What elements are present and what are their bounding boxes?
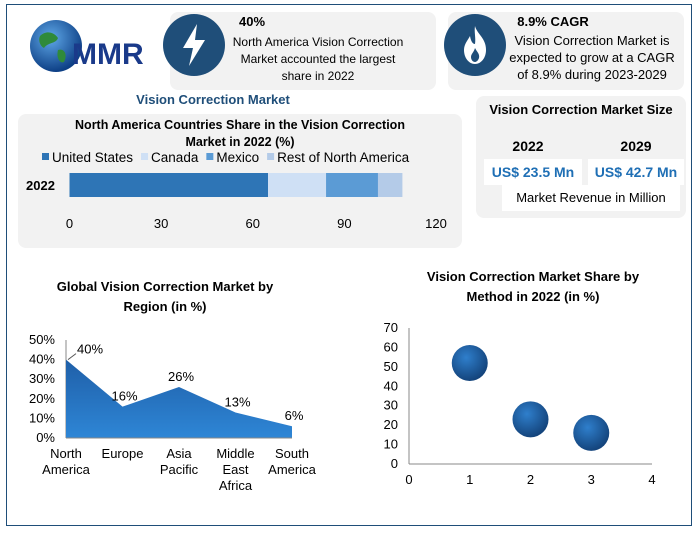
data-label-south-america: 6%: [285, 408, 304, 423]
legend-label-canada: Canada: [151, 150, 199, 165]
scatter-point-2: [512, 401, 549, 438]
size-year-2022: 2022: [512, 138, 544, 154]
stat1-text: North America Vision Correction Market a…: [232, 35, 404, 83]
x-category-label-south-america: South: [275, 446, 309, 461]
bar-segment-canada: [268, 173, 327, 197]
scatter-chart-title: Vision Correction Market Share by Method…: [426, 269, 640, 304]
x-category-label-asia-pacific: Pacific: [160, 462, 199, 477]
region-area-chart: 0%10%20%30%40%50%40%16%26%13%6%NorthAmer…: [29, 332, 317, 493]
bar-segment-rest-of-north-america: [377, 173, 403, 197]
data-label-asia-pacific: 26%: [168, 369, 194, 384]
y-tick-label-20: 20: [384, 417, 398, 432]
data-label-middle-east-africa: 13%: [224, 395, 250, 410]
bar-segment-united-states: [69, 173, 269, 197]
x-tick-label-90: 90: [337, 216, 351, 231]
bar-chart-title-line-1: North America Countries Share in the Vis…: [75, 118, 405, 132]
legend-label-rest-of-north-america: Rest of North America: [277, 150, 410, 165]
bar-segment-mexico: [326, 173, 378, 197]
y-tick-label: 30%: [29, 371, 55, 386]
legend-swatch-rest-of-north-america: [267, 153, 275, 160]
x-category-label-middle-east-africa: Africa: [219, 478, 253, 493]
lightning-icon: [183, 24, 205, 66]
x-tick-label-2: 2: [527, 472, 534, 487]
x-tick-label-3: 3: [588, 472, 595, 487]
y-tick-label: 50%: [29, 332, 55, 347]
market-title: Vision Correction Market: [136, 92, 290, 107]
stat1-value: 40%: [238, 14, 266, 29]
stat2-text: Vision Correction Market is expected to …: [509, 33, 675, 82]
y-tick-label-10: 10: [384, 437, 398, 452]
scatter-point-3: [573, 414, 610, 451]
x-category-label-south-america: America: [268, 462, 316, 477]
flame-icon: [464, 26, 486, 64]
x-tick-label-0: 0: [66, 216, 73, 231]
x-tick-label-4: 4: [648, 472, 655, 487]
size-title: Vision Correction Market Size: [489, 102, 673, 117]
x-category-label-asia-pacific: Asia: [166, 446, 192, 461]
y-tick-label-30: 30: [384, 398, 398, 413]
y-tick-label-60: 60: [384, 339, 398, 354]
bar-category-label: 2022: [26, 178, 55, 193]
x-tick-label-1: 1: [466, 472, 473, 487]
stat2-value: 8.9% CAGR: [517, 14, 589, 29]
legend-label-mexico: Mexico: [216, 150, 259, 165]
size-value-2029: US$ 42.7 Mn: [588, 159, 684, 185]
y-tick-label-70: 70: [384, 320, 398, 335]
y-tick-label: 20%: [29, 391, 55, 406]
lightning-circle: [163, 14, 225, 76]
y-tick-label-50: 50: [384, 359, 398, 374]
x-category-label-north-america: North: [50, 446, 82, 461]
area-chart-title: Global Vision Correction Market by Regio…: [56, 279, 274, 314]
y-tick-label: 40%: [29, 352, 55, 367]
x-tick-label-120: 120: [425, 216, 447, 231]
size-note: Market Revenue in Million: [502, 185, 680, 211]
data-label-europe: 16%: [111, 389, 137, 404]
stacked-bar-chart: North America Countries Share in the Vis…: [26, 118, 447, 231]
logo-text: MMR: [72, 38, 144, 71]
x-tick-label-60: 60: [246, 216, 260, 231]
legend-swatch-united-states: [42, 153, 49, 160]
infographic-frame: [6, 4, 692, 526]
legend-swatch-mexico: [206, 153, 214, 160]
y-tick-label: 10%: [29, 410, 55, 425]
legend-label-united-states: United States: [52, 150, 133, 165]
x-category-label-europe: Europe: [102, 446, 144, 461]
flame-circle: [444, 14, 506, 76]
globe-icon: [30, 20, 82, 72]
size-year-2029: 2029: [620, 138, 652, 154]
y-tick-label: 0%: [36, 430, 55, 445]
x-category-label-middle-east-africa: Middle: [216, 446, 254, 461]
y-tick-label-0: 0: [391, 456, 398, 471]
method-scatter-chart: 0 10 20 30 40 50 60 70 0 1 2 3 4: [384, 320, 656, 487]
x-category-label-north-america: America: [42, 462, 90, 477]
x-tick-label-0: 0: [405, 472, 412, 487]
data-label-north-america: 40%: [77, 342, 103, 357]
mmr-logo: MMR: [30, 20, 144, 72]
x-tick-label-30: 30: [154, 216, 168, 231]
size-value-2022: US$ 23.5 Mn: [484, 159, 582, 185]
y-tick-label-40: 40: [384, 378, 398, 393]
bar-chart-title-line-2: Market in 2022 (%): [185, 135, 294, 149]
scatter-point-1: [451, 344, 488, 381]
legend-swatch-canada: [141, 153, 149, 160]
area-series: [66, 359, 292, 438]
data-label-leader: [67, 353, 77, 360]
x-category-label-middle-east-africa: East: [222, 462, 248, 477]
